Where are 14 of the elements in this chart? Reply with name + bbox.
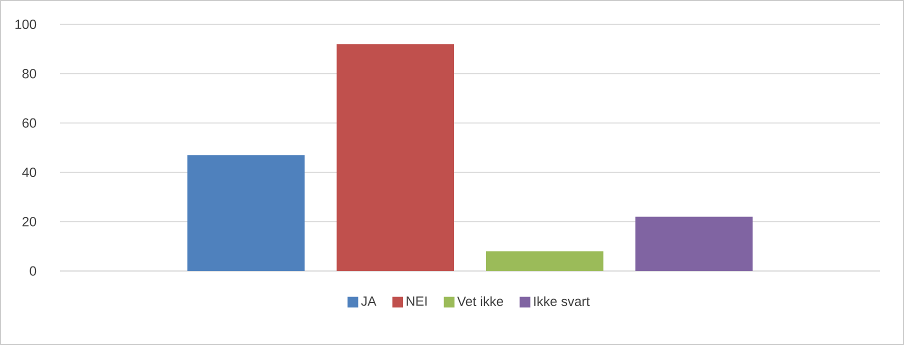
y-tick-label: 0 (30, 266, 36, 276)
legend-label: Ikke svart (534, 296, 590, 306)
y-tick-label: 40 (22, 168, 36, 178)
y-tick-label: 60 (22, 118, 36, 128)
legend-label: NEI (406, 296, 427, 306)
y-tick-label: 100 (16, 20, 36, 30)
y-tick-label: 20 (22, 216, 36, 226)
bar (635, 216, 753, 271)
legend-label: Vet ikke (457, 296, 504, 306)
bar (486, 251, 604, 271)
legend-label: JA (361, 296, 376, 306)
y-tick-label: 80 (22, 68, 36, 78)
bar (187, 155, 305, 271)
bar (336, 44, 454, 271)
